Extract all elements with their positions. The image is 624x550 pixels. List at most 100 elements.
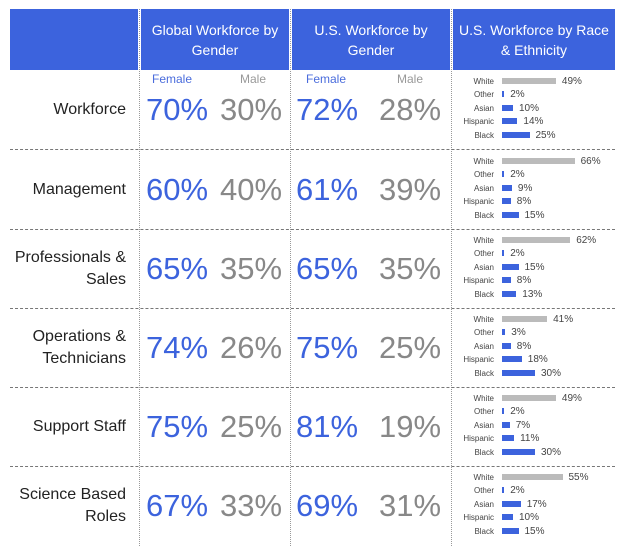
race-bar-label: Other: [473, 407, 494, 417]
race-bar-label: Black: [474, 289, 494, 299]
race-bar: [502, 158, 575, 164]
race-bar: [502, 237, 571, 243]
race-bar-value: 8%: [516, 340, 532, 352]
race-mini-chart: White 41% Other 3% Asian 8% Hispanic 18% Black 30…: [453, 313, 615, 384]
race-bar-row: Other 2%: [453, 405, 615, 418]
race-bar-row: Other 3%: [453, 326, 615, 339]
race-bar: [502, 118, 518, 125]
row-divider: [10, 149, 615, 150]
us-male-pct: 28%: [378, 91, 442, 127]
race-bar-label: White: [473, 236, 494, 245]
us-male-pct: 39%: [378, 171, 442, 207]
race-bar-row: White 55%: [453, 471, 615, 484]
race-bar-value: 10%: [519, 102, 540, 114]
race-bar-label: Asian: [473, 420, 494, 430]
race-bar-row: Asian 8%: [453, 340, 615, 353]
row-divider: [10, 466, 615, 467]
race-bar: [502, 184, 512, 191]
race-mini-chart: White 49% Other 2% Asian 10% Hispanic 14% Black 2…: [453, 75, 615, 146]
race-bar-row: Asian 7%: [453, 419, 615, 432]
race-bar-row: Other 2%: [453, 484, 615, 497]
column-divider: [451, 9, 452, 546]
global-female-pct: 74%: [145, 329, 209, 365]
race-bar-label: Asian: [473, 183, 494, 193]
race-bar-label: White: [473, 473, 494, 482]
race-bar-label: Asian: [473, 262, 494, 272]
race-bar: [502, 435, 515, 442]
global-female-pct: 60%: [145, 171, 209, 207]
race-bar-row: Hispanic 11%: [453, 432, 615, 445]
race-bar-value: 2%: [510, 406, 525, 418]
race-bar: [502, 448, 535, 455]
race-bar-value: 41%: [553, 314, 574, 325]
us-female-pct: 72%: [295, 91, 359, 127]
race-bar-row: Hispanic 8%: [453, 274, 615, 287]
race-bar: [502, 211, 519, 218]
race-bar-value: 14%: [523, 116, 544, 128]
race-bar: [502, 131, 530, 138]
race-bar-label: Asian: [473, 103, 494, 113]
header-us-gender: U.S. Workforce by Gender: [292, 9, 450, 70]
race-bar-label: Hispanic: [463, 276, 494, 286]
race-bar-label: White: [473, 315, 494, 324]
global-male-pct: 35%: [219, 250, 283, 286]
global-female-subheader: Female: [152, 72, 193, 86]
us-female-pct: 69%: [295, 487, 359, 523]
race-bar-row: Black 15%: [453, 209, 615, 222]
race-bar-label: Hispanic: [463, 434, 494, 444]
race-bar-value: 25%: [535, 129, 556, 141]
row-label: Operations & Technicians: [32, 327, 126, 367]
race-bar-row: White 66%: [453, 155, 615, 168]
global-male-pct: 40%: [219, 171, 283, 207]
race-bar-value: 62%: [576, 235, 597, 246]
race-bar-row: Asian 17%: [453, 498, 615, 511]
race-bar-row: White 49%: [453, 75, 615, 88]
race-bar-value: 2%: [510, 485, 525, 497]
race-bar-row: Asian 10%: [453, 102, 615, 115]
race-bar-label: Black: [474, 210, 494, 220]
race-bar-value: 30%: [541, 367, 562, 379]
race-bar-value: 13%: [522, 288, 543, 300]
row-label: Support Staff: [32, 417, 126, 435]
race-bar-value: 17%: [526, 498, 547, 510]
race-bar-label: Hispanic: [463, 355, 494, 365]
race-bar-value: 55%: [568, 472, 589, 483]
us-male-subheader: Male: [397, 72, 424, 86]
race-mini-chart: White 55% Other 2% Asian 17% Hispanic 10% Black 1…: [453, 471, 615, 542]
row-label: Workforce: [53, 100, 126, 118]
race-bar: [502, 277, 511, 284]
us-male-pct: 35%: [378, 250, 442, 286]
us-female-pct: 61%: [295, 171, 359, 207]
race-bar-label: Hispanic: [463, 117, 494, 127]
race-bar-value: 2%: [510, 89, 525, 101]
global-male-pct: 25%: [219, 408, 283, 444]
race-bar: [502, 104, 513, 111]
race-bar-value: 7%: [515, 419, 531, 431]
race-bar: [502, 474, 563, 480]
race-bar: [502, 369, 535, 376]
global-male-pct: 33%: [219, 487, 283, 523]
global-male-subheader: Male: [240, 72, 267, 86]
us-male-pct: 25%: [378, 329, 442, 365]
race-bar-row: Asian 15%: [453, 261, 615, 274]
race-mini-chart: White 49% Other 2% Asian 7% Hispanic 11% Black 30…: [453, 392, 615, 463]
race-bar-value: 49%: [561, 76, 582, 87]
header-us-race: U.S. Workforce by Race & Ethnicity: [453, 9, 615, 70]
race-bar: [502, 487, 505, 494]
race-bar-row: Black 30%: [453, 446, 615, 459]
race-bar-label: Black: [474, 447, 494, 457]
race-bar: [502, 356, 522, 363]
global-female-pct: 75%: [145, 408, 209, 444]
race-bar-row: White 49%: [453, 392, 615, 405]
race-bar-label: Hispanic: [463, 513, 494, 523]
header-blank-cell: [10, 9, 138, 70]
us-male-pct: 19%: [378, 408, 442, 444]
race-bar-row: White 41%: [453, 313, 615, 326]
race-bar: [502, 316, 548, 322]
race-bar: [502, 290, 517, 297]
race-bar: [502, 500, 521, 507]
race-bar-value: 10%: [519, 512, 540, 524]
us-male-pct: 31%: [378, 487, 442, 523]
race-bar-value: 8%: [516, 196, 532, 208]
race-bar-value: 15%: [524, 261, 545, 273]
